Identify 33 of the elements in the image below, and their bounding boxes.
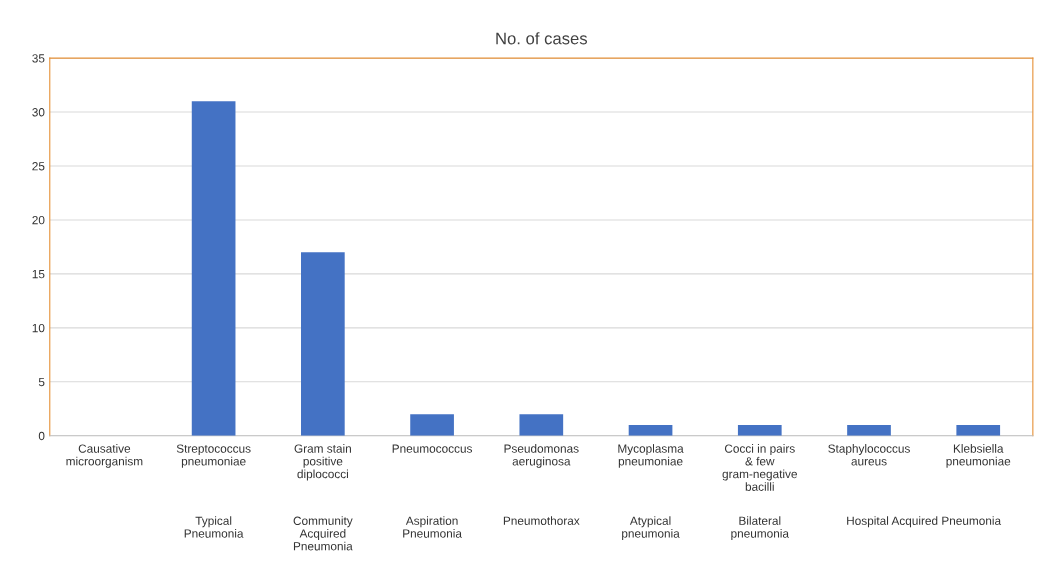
x-tick-label: Cocci in pairs & few gram-negative bacilli — [722, 444, 797, 491]
y-tick-label: 15 — [32, 270, 45, 279]
x-tick-label: Mycoplasma pneumoniae — [618, 444, 684, 468]
text: Pneumothorax — [503, 516, 580, 525]
y-tick-label: 30 — [32, 108, 45, 117]
bar — [847, 424, 891, 436]
y-tick-label: 5 — [38, 377, 45, 387]
x-tick-label: Streptococcus pneumoniae — [176, 444, 251, 468]
text: Bilateral pneumonia — [731, 516, 789, 541]
x-tick-label: Gram stain positive diplococci — [294, 444, 351, 481]
x-tick-label: Klebsiella pneumoniae — [946, 444, 1011, 468]
bar — [519, 414, 564, 436]
bar — [191, 101, 236, 436]
x-tick-label: Pseudomonas aeruginosa — [504, 444, 579, 468]
bar — [737, 424, 782, 436]
x-tick-label: Causative microorganism — [66, 444, 143, 468]
text: Community Acquired Pneumonia — [293, 516, 353, 551]
bar — [301, 252, 345, 436]
x-tick-label: Pneumococcus — [392, 444, 473, 453]
x-tick-label: Staphylococcus aureus — [828, 444, 910, 466]
y-tick-label: 10 — [32, 323, 45, 333]
y-tick-label: 0 — [38, 431, 45, 441]
y-tick-label: 20 — [32, 215, 45, 225]
y-tick-label: 25 — [32, 162, 45, 171]
bar — [628, 424, 673, 436]
text: Typical Pneumonia — [184, 516, 244, 538]
y-tick-label: 35 — [32, 54, 45, 63]
text: Hospital Acquired Pneumonia — [847, 516, 1002, 528]
bar — [956, 424, 1001, 436]
bar — [410, 414, 454, 436]
text: Aspiration Pneumonia — [403, 516, 462, 538]
chart-title: No. of cases — [496, 32, 588, 45]
text: Atypical pneumonia — [622, 516, 680, 541]
